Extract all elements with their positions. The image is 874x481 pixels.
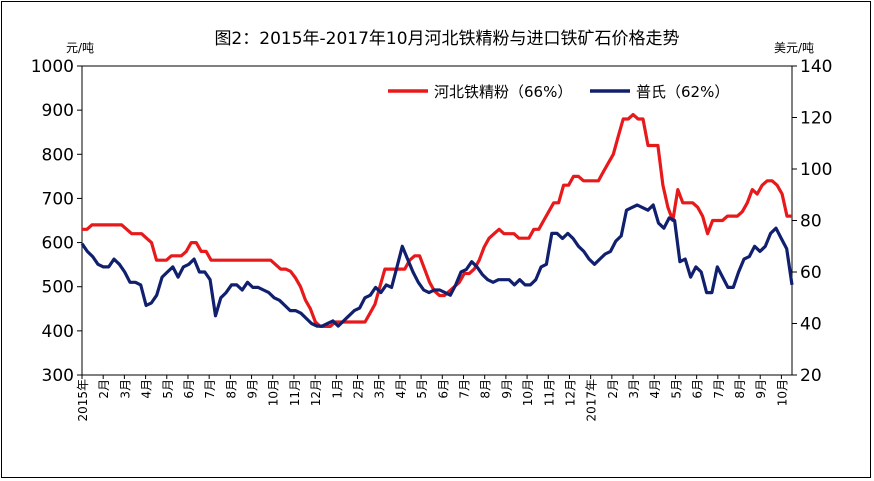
x-tick-label: 5月 <box>669 379 683 399</box>
legend: 河北铁精粉（66%） 普氏（62%） <box>388 83 729 101</box>
x-tick-label: 2017年 <box>585 379 599 422</box>
left-tick-label: 400 <box>42 322 74 342</box>
x-tick-label: 12月 <box>309 379 323 406</box>
x-tick-label: 6月 <box>436 379 450 399</box>
x-tick-label: 10月 <box>267 379 281 406</box>
x-tick-label: 10月 <box>775 379 789 406</box>
x-tick-label: 8月 <box>479 379 493 399</box>
plot-area-border <box>81 65 793 376</box>
series-lines <box>80 112 794 328</box>
axes: 300 400 500 600 700 800 900 1000 20 40 60 80 100 120 1… <box>31 57 833 386</box>
x-tick-label: 6月 <box>691 379 705 399</box>
left-tick-label: 600 <box>42 234 74 254</box>
x-tick-label: 3月 <box>627 379 641 399</box>
legend-label: 河北铁精粉（66%） <box>434 83 572 101</box>
series-line-platts <box>80 203 794 328</box>
x-axis-labels: 2015年 2月 3月 4月 5月 6月 7月 8月 9月 10月 11月 12月 1月 2月 3月 4月 5月… <box>76 375 789 422</box>
x-tick-label: 4月 <box>140 379 154 399</box>
left-tick-label: 800 <box>42 145 74 165</box>
x-tick-label: 10月 <box>521 379 535 406</box>
x-tick-label: 5月 <box>161 379 175 399</box>
right-tick-label: 40 <box>800 315 822 335</box>
x-tick-label: 6月 <box>182 379 196 399</box>
x-tick-label: 7月 <box>203 379 217 399</box>
x-tick-label: 1月 <box>330 379 344 399</box>
right-tick-label: 140 <box>800 57 832 77</box>
right-tick-label: 60 <box>800 263 822 283</box>
x-tick-label: 9月 <box>500 379 514 399</box>
chart-title: 图2：2015年-2017年10月河北铁精粉与进口铁矿石价格走势 <box>214 29 679 49</box>
left-axis-unit: 元/吨 <box>66 41 94 55</box>
left-tick-label: 1000 <box>31 57 74 77</box>
x-tick-label: 5月 <box>415 379 429 399</box>
x-tick-label: 4月 <box>394 379 408 399</box>
series-line-hebei <box>82 112 792 328</box>
x-tick-label: 7月 <box>457 379 471 399</box>
x-tick-label: 9月 <box>246 379 260 399</box>
x-tick-label: 12月 <box>563 379 577 406</box>
left-tick-label: 700 <box>42 189 74 209</box>
left-tick-label: 300 <box>42 366 74 386</box>
x-tick-label: 3月 <box>118 379 132 399</box>
x-tick-label: 2月 <box>352 379 366 399</box>
x-tick-label: 2015年 <box>76 379 90 422</box>
right-tick-label: 80 <box>800 212 822 232</box>
right-tick-label: 120 <box>800 109 832 129</box>
x-tick-label: 11月 <box>288 379 302 406</box>
x-tick-label: 8月 <box>224 379 238 399</box>
x-tick-label: 9月 <box>754 379 768 399</box>
right-axis-unit: 美元/吨 <box>774 41 814 55</box>
x-tick-label: 2月 <box>606 379 620 399</box>
x-tick-label: 2月 <box>97 379 111 399</box>
right-tick-label: 20 <box>800 366 822 386</box>
x-tick-label: 3月 <box>373 379 387 399</box>
right-tick-label: 100 <box>800 160 832 180</box>
x-tick-label: 8月 <box>733 379 747 399</box>
x-tick-label: 11月 <box>542 379 556 406</box>
left-tick-label: 500 <box>42 278 74 298</box>
legend-label: 普氏（62%） <box>636 83 729 101</box>
x-tick-label: 7月 <box>712 379 726 399</box>
left-tick-label: 900 <box>42 101 74 121</box>
x-tick-label: 4月 <box>648 379 662 399</box>
